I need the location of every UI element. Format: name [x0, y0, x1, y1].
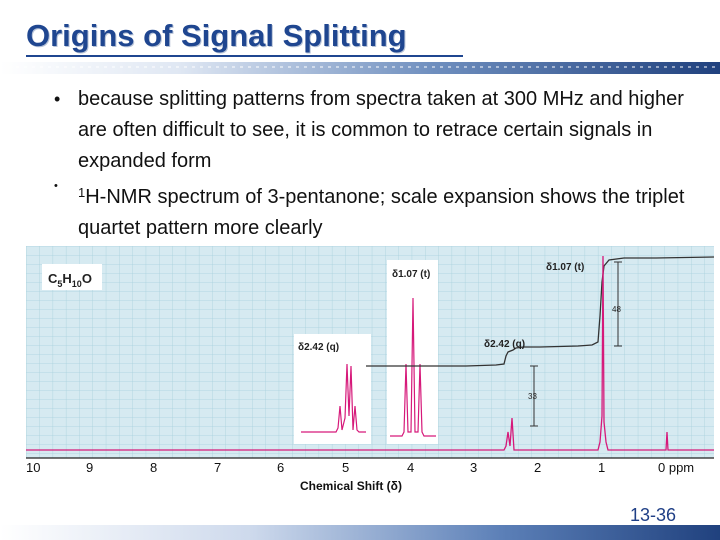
nmr-spectrum-figure: C5H10O δ2.42 (q) δ1.07 (t) 48 33 δ1.07 (… [26, 246, 714, 493]
integral-33-label: 33 [528, 392, 537, 401]
bullet-dot-small: • [54, 180, 58, 192]
bullet-item-1: • because splitting patterns from spectr… [54, 84, 704, 177]
tick-5: 5 [342, 460, 349, 475]
tick-8: 8 [150, 460, 157, 475]
main-triplet-label: δ1.07 (t) [546, 262, 584, 273]
header-band [0, 62, 720, 74]
tick-4: 4 [407, 460, 414, 475]
slide-title: Origins of Signal Splitting [26, 18, 407, 53]
tick-2: 2 [534, 460, 541, 475]
bullet-item-2: • 1H-NMR spectrum of 3-pentanone; scale … [54, 177, 704, 244]
main-quartet-label: δ2.42 (q) [484, 339, 525, 350]
bullet-list: • because splitting patterns from spectr… [54, 84, 704, 244]
tick-6: 6 [277, 460, 284, 475]
integration-curve [366, 256, 714, 367]
inset-quartet-panel [294, 334, 371, 444]
footer-band [0, 525, 720, 540]
tick-0: 0 ppm [658, 460, 694, 475]
molecular-formula: C5H10O [48, 271, 92, 289]
spectrum-trace [26, 255, 714, 451]
x-axis-ticks: 10 9 8 7 6 5 4 3 2 1 0 ppm [26, 460, 694, 475]
tick-1: 1 [598, 460, 605, 475]
superscript-one: 1 [78, 185, 86, 200]
x-axis-label: Chemical Shift (δ) [300, 479, 402, 493]
tick-7: 7 [214, 460, 221, 475]
inset-triplet-trace [390, 297, 436, 437]
title-underline [26, 55, 463, 57]
tick-9: 9 [86, 460, 93, 475]
slide-number: 13-36 [630, 505, 677, 525]
tick-3: 3 [470, 460, 477, 475]
bullet-dot: • [54, 89, 61, 109]
inset-quartet-trace [301, 363, 366, 433]
inset-triplet-label: δ1.07 (t) [392, 269, 430, 280]
bullet-text-2: H-NMR spectrum of 3-pentanone; scale exp… [78, 186, 685, 239]
tick-10: 10 [26, 460, 40, 475]
bullet-text-1: because splitting patterns from spectra … [78, 88, 684, 172]
inset-quartet-label: δ2.42 (q) [298, 342, 339, 353]
integral-48-label: 48 [612, 305, 621, 314]
